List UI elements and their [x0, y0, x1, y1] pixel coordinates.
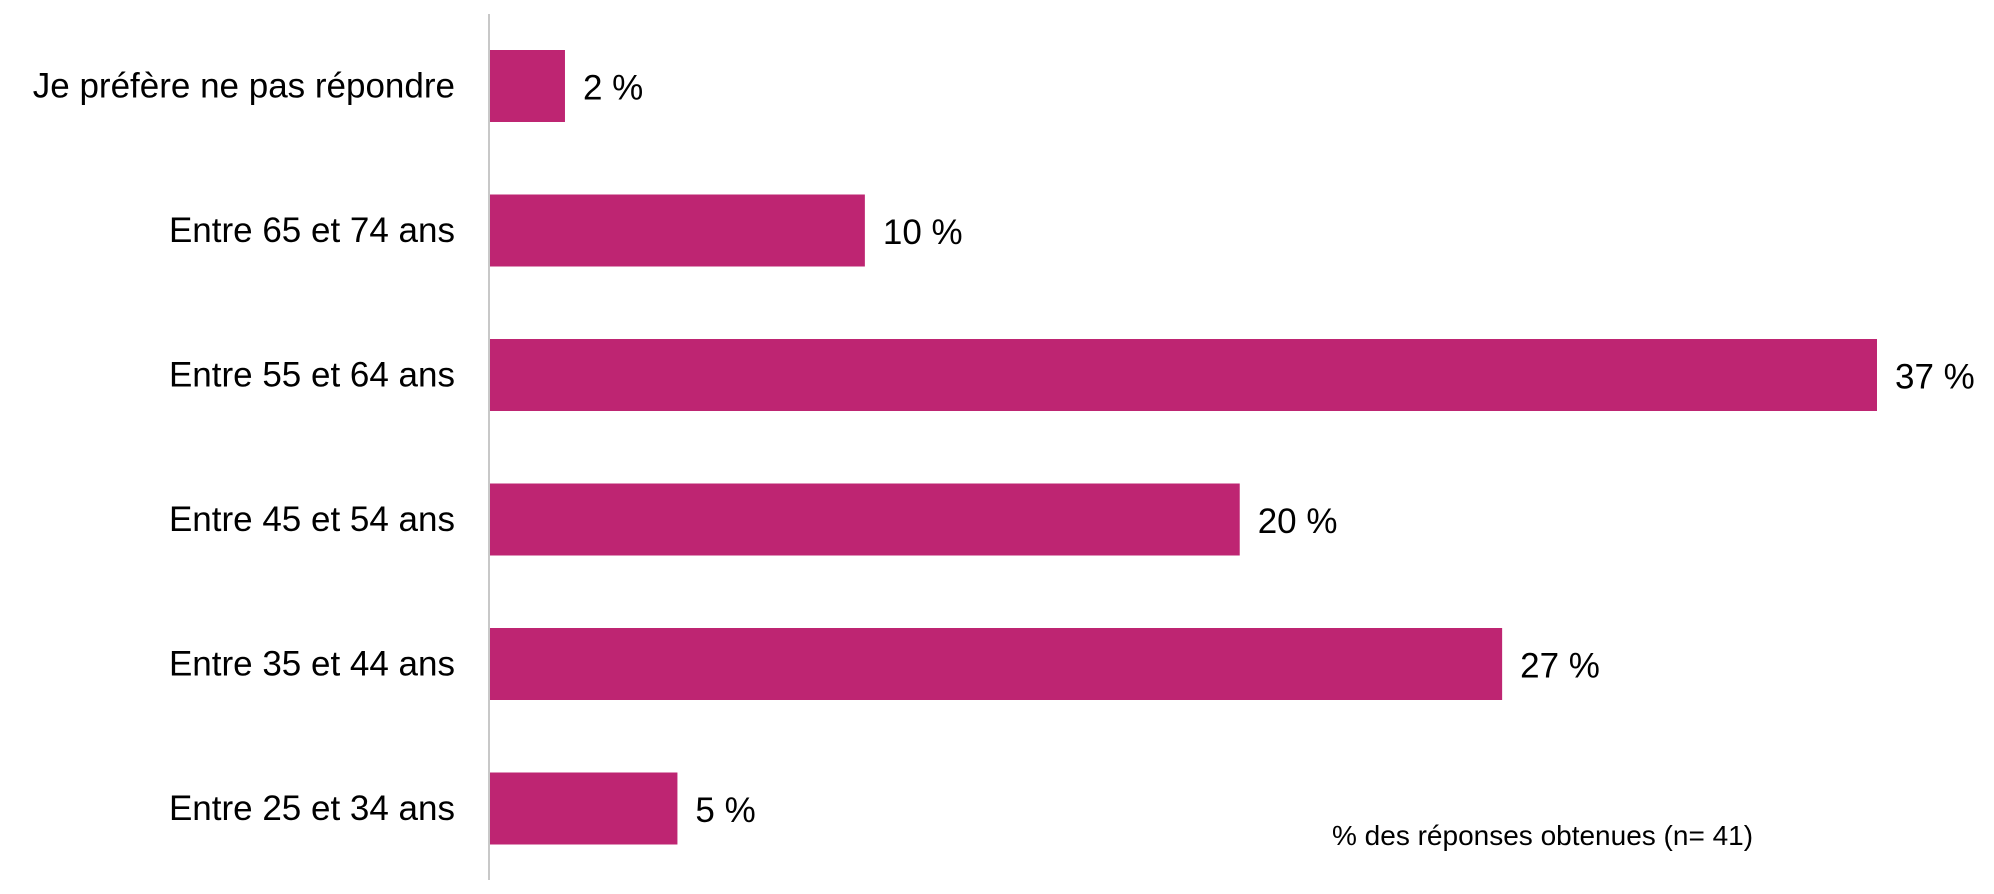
- value-label-4: 27 %: [1520, 647, 1600, 686]
- category-labels: Je préfère ne pas répondre Entre 65 et 74…: [33, 67, 455, 829]
- category-label-1: Entre 65 et 74 ans: [169, 211, 455, 250]
- value-label-2: 37 %: [1895, 358, 1975, 397]
- value-labels: 2 % 10 % 37 % 20 % 27 % 5 %: [583, 69, 1975, 831]
- bar-3: [490, 483, 1240, 556]
- category-label-2: Entre 55 et 64 ans: [169, 356, 455, 395]
- bar-2: [490, 339, 1877, 411]
- category-label-4: Entre 35 et 44 ans: [169, 645, 455, 684]
- bar-5: [490, 772, 678, 845]
- bar-1: [490, 194, 865, 267]
- chart-annotation: % des réponses obtenues (n= 41): [1332, 820, 1753, 851]
- value-label-0: 2 %: [583, 69, 643, 108]
- bars-layer: [490, 50, 1877, 845]
- category-label-3: Entre 45 et 54 ans: [169, 500, 455, 539]
- value-label-1: 10 %: [883, 213, 963, 252]
- bar-4: [490, 628, 1503, 700]
- category-label-5: Entre 25 et 34 ans: [169, 789, 455, 828]
- category-label-0: Je préfère ne pas répondre: [33, 67, 455, 106]
- value-label-5: 5 %: [695, 791, 755, 830]
- bar-0: [490, 50, 565, 122]
- value-label-3: 20 %: [1258, 502, 1338, 541]
